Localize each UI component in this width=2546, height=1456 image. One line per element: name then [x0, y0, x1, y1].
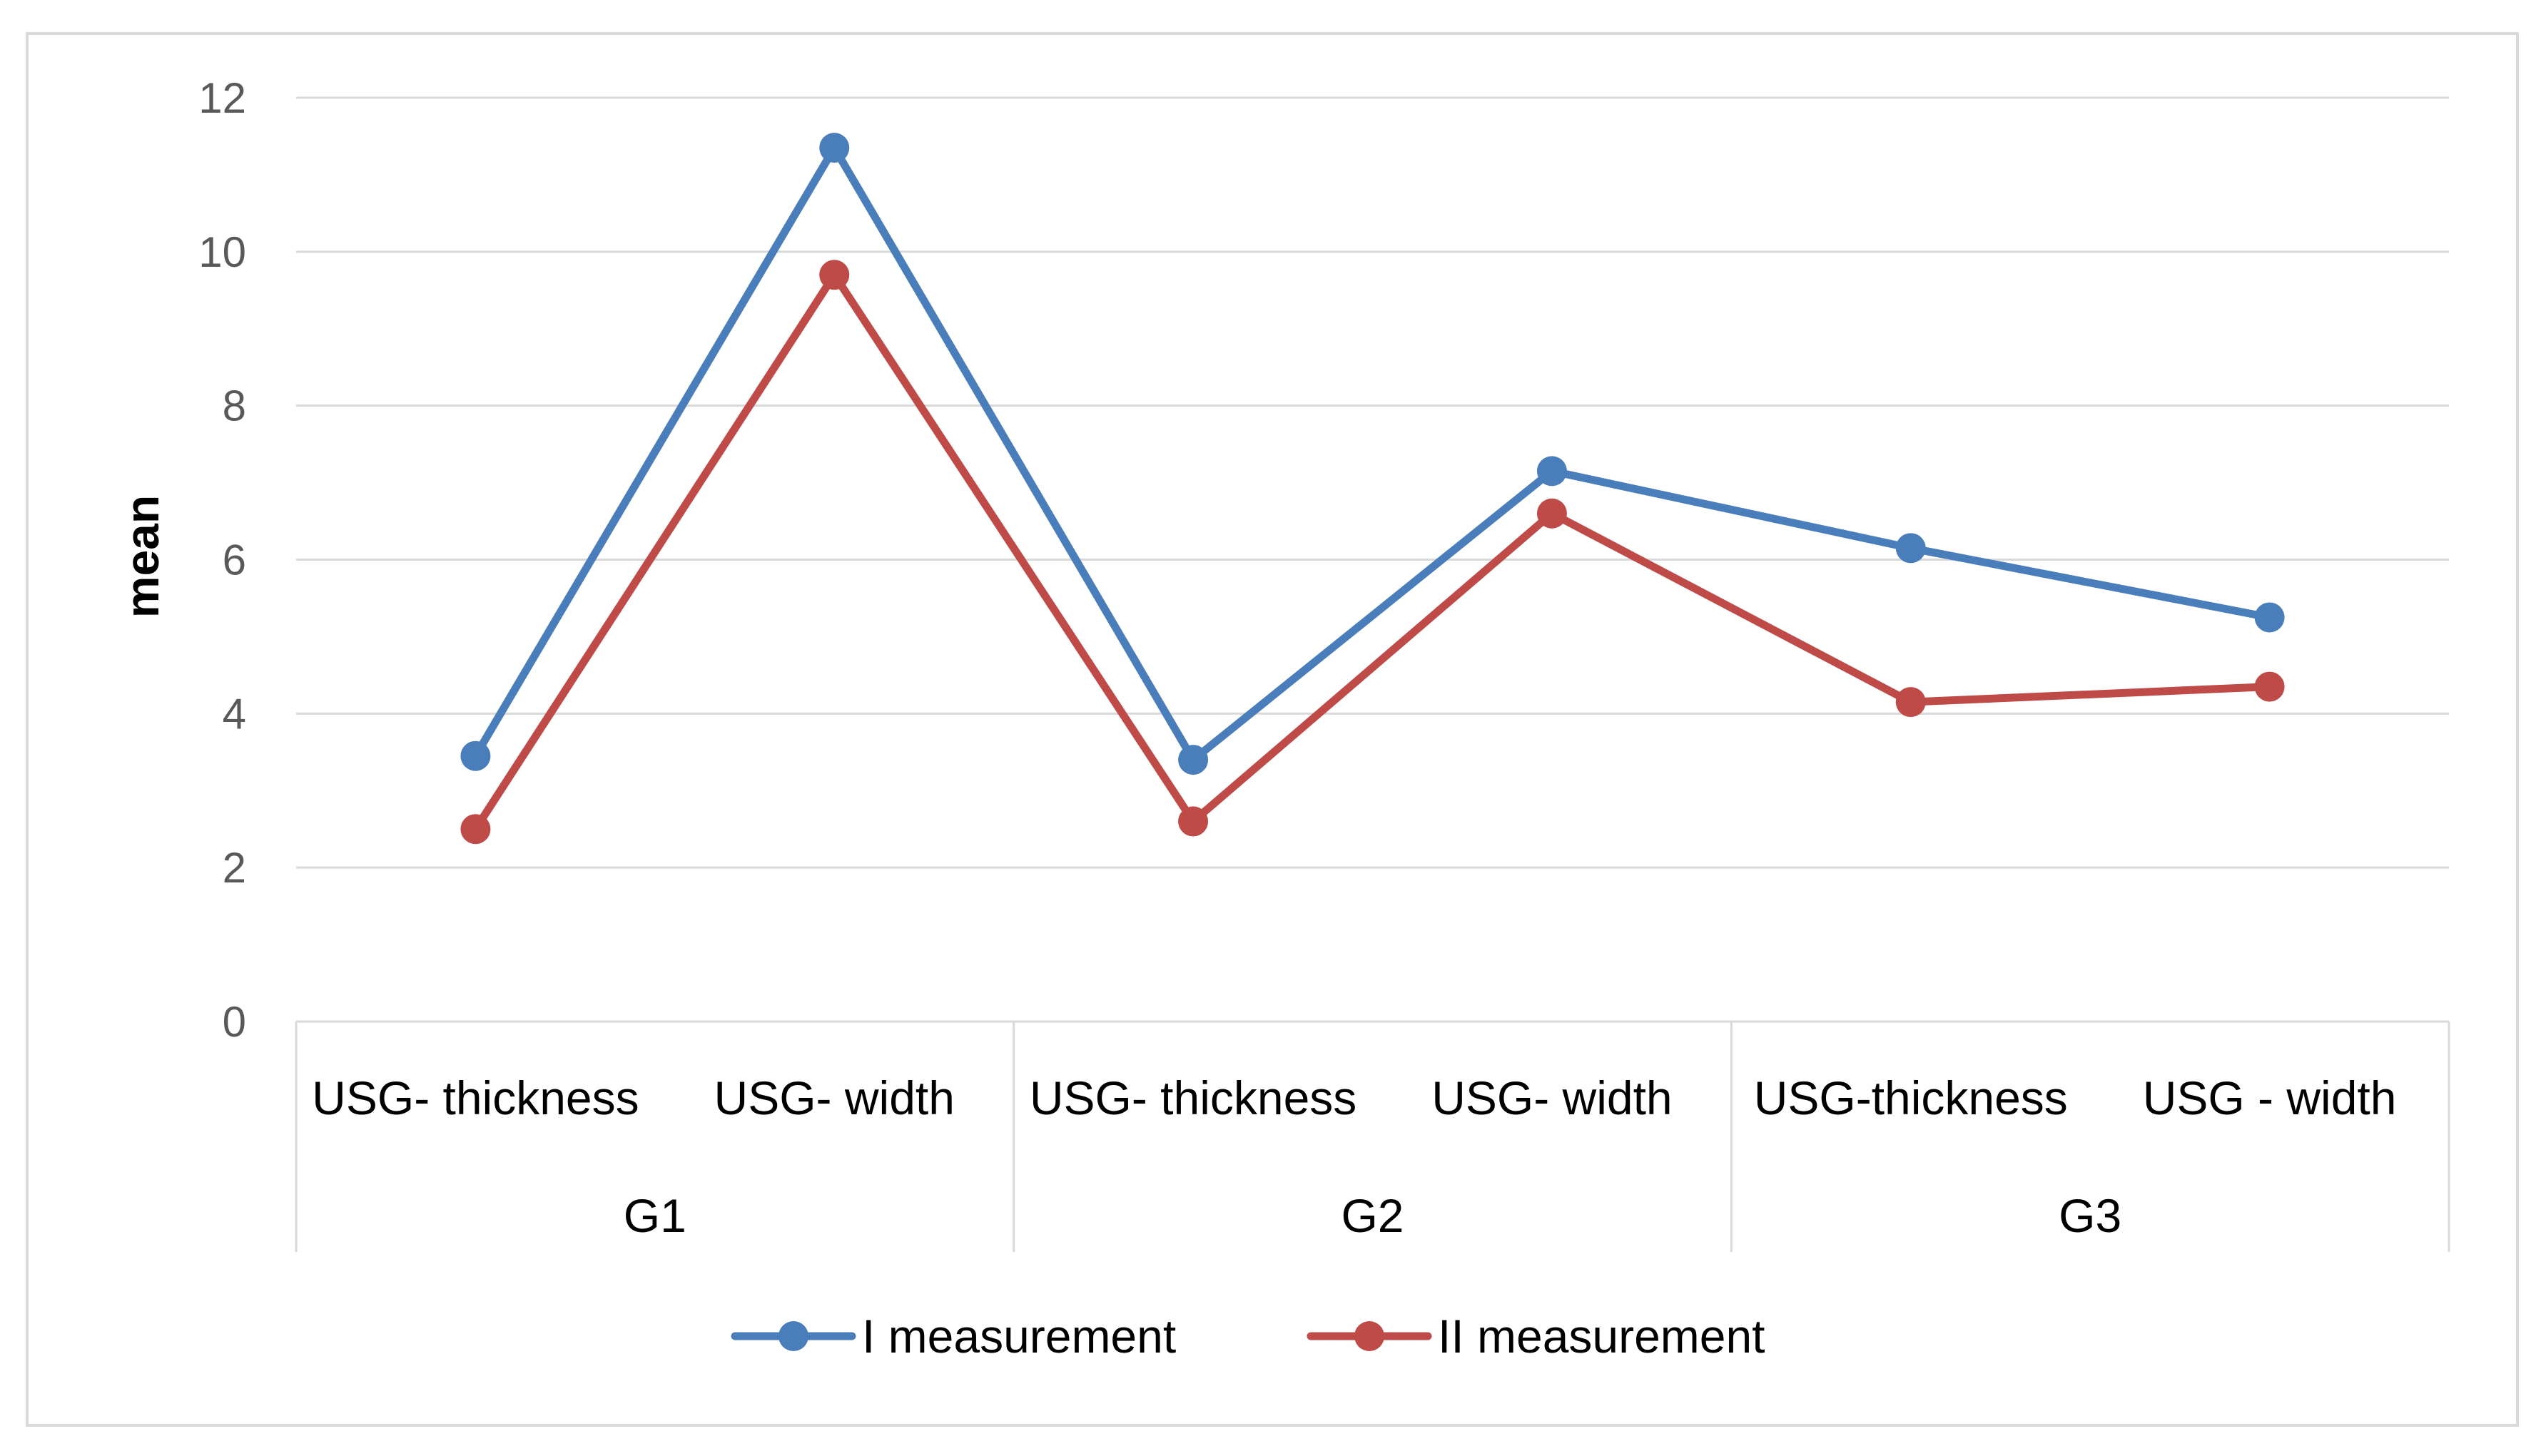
- data-point: [1536, 498, 1567, 529]
- data-point: [2254, 602, 2285, 633]
- category-label: USG- thickness: [1030, 1071, 1356, 1124]
- category-label: USG - width: [2143, 1071, 2397, 1124]
- category-label: USG- width: [1431, 1071, 1672, 1124]
- data-point: [819, 133, 850, 163]
- group-label: G3: [2059, 1189, 2121, 1242]
- group-label: G2: [1341, 1189, 1404, 1242]
- category-label: USG-thickness: [1754, 1071, 2068, 1124]
- y-tick-label: 2: [223, 844, 246, 892]
- y-axis-title: mean: [116, 495, 168, 618]
- legend-label: I measurement: [862, 1310, 1176, 1363]
- y-tick-label: 10: [198, 228, 246, 276]
- y-tick-label: 4: [223, 690, 246, 738]
- data-point: [1895, 533, 1926, 564]
- y-tick-label: 6: [223, 536, 246, 584]
- series-1: [460, 133, 2285, 775]
- data-point: [1895, 687, 1926, 718]
- category-axis: USG- thickness USG- width USG- thickness US…: [295, 1022, 2450, 1252]
- y-tick-label: 8: [223, 382, 246, 430]
- legend-marker: [778, 1321, 808, 1351]
- y-axis-ticks: 0 2 4 6 8 10 12: [198, 74, 246, 1046]
- group-label: G1: [624, 1189, 686, 1242]
- y-tick-label: 12: [198, 74, 246, 122]
- data-point: [819, 260, 850, 290]
- series-line: [471, 143, 2274, 764]
- grid-lines: [296, 96, 2449, 1023]
- legend-label: II measurement: [1438, 1310, 1765, 1363]
- series-lines: [460, 133, 2285, 845]
- data-point: [1178, 745, 1209, 775]
- data-point: [460, 814, 491, 845]
- legend-item: II measurement: [1307, 1310, 1765, 1363]
- legend: I measurement II measurement: [731, 1310, 1765, 1363]
- data-point: [2254, 671, 2285, 702]
- series-2: [460, 260, 2285, 845]
- y-tick-label: 0: [223, 998, 246, 1046]
- category-label: USG- width: [714, 1071, 955, 1124]
- category-label: USG- thickness: [312, 1071, 639, 1124]
- series-line: [471, 270, 2274, 833]
- legend-item: I measurement: [731, 1310, 1176, 1363]
- data-point: [1178, 806, 1209, 837]
- legend-marker: [1354, 1321, 1384, 1351]
- chart-frame: [26, 32, 2519, 1427]
- data-point: [460, 740, 491, 771]
- data-point: [1536, 456, 1567, 487]
